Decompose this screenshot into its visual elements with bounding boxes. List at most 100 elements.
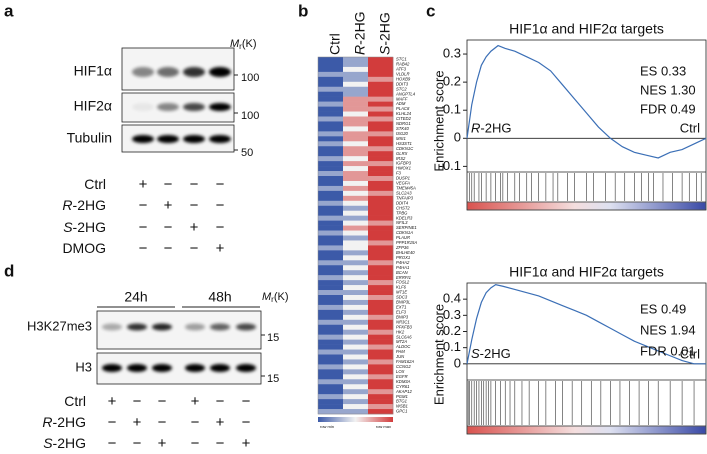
heat-cell — [318, 314, 344, 321]
heat-cell — [343, 359, 369, 365]
label-text: -2HG — [376, 12, 392, 45]
heat-cell — [343, 106, 369, 112]
gene-label: KLHL24 — [396, 111, 412, 116]
marker-label: 100 — [241, 72, 259, 84]
heat-cell — [368, 96, 394, 102]
heat-cell — [343, 314, 369, 321]
mr-m: M — [230, 38, 240, 50]
heat-cell — [343, 101, 369, 107]
heat-cell — [368, 329, 394, 335]
gene-label: ISG20 — [396, 131, 409, 136]
heat-cell — [343, 384, 369, 390]
condition-mark: + — [108, 393, 117, 410]
mr-m: M — [262, 291, 272, 303]
heat-cell — [368, 131, 394, 137]
heat-cell — [368, 265, 394, 271]
gene-label: NFIL3 — [396, 220, 408, 225]
label-text: -2HG — [73, 197, 106, 213]
heat-cell — [318, 81, 344, 88]
y-axis-label: Enrichment score — [431, 304, 446, 405]
gene-label: SLC6A6 — [396, 334, 412, 339]
heat-cell — [343, 344, 369, 350]
condition-mark: − — [190, 240, 199, 257]
heat-cell — [318, 285, 344, 291]
heat-cell — [368, 66, 394, 73]
heat-cell — [318, 235, 344, 241]
heat-cell — [318, 71, 344, 78]
heat-cell — [343, 136, 369, 142]
heat-cell — [368, 141, 394, 147]
marker-label: 50 — [241, 147, 253, 159]
heat-cell — [318, 121, 344, 127]
heat-cell — [318, 354, 344, 360]
y-tick-label: 0.1 — [443, 339, 461, 354]
blot-band — [185, 364, 205, 372]
heat-cell — [318, 394, 344, 400]
gene-label: CCNG2 — [396, 364, 411, 369]
condition-label: Ctrl — [64, 393, 86, 409]
heat-cell — [368, 354, 394, 360]
blot-label: HIF1α — [74, 63, 112, 79]
heat-cell — [368, 255, 394, 261]
heat-cell — [343, 151, 369, 157]
heat-cell — [318, 374, 344, 380]
label-italic: R — [42, 414, 52, 430]
gene-label: ADM — [395, 101, 406, 106]
heat-cell — [343, 146, 369, 152]
blot-band — [102, 364, 122, 372]
heat-cell — [318, 369, 344, 375]
gene-label: DDIT4 — [396, 200, 409, 205]
heat-cell — [368, 364, 394, 370]
heat-cell — [318, 131, 344, 137]
heat-cell — [368, 81, 394, 88]
heat-cell — [343, 265, 369, 271]
heat-cell — [368, 61, 394, 68]
heat-cell — [343, 81, 369, 88]
rank-bar — [467, 202, 706, 210]
heat-cell — [368, 295, 394, 301]
stat-label: FDR 0.01 — [640, 343, 696, 358]
y-tick-label: 0.1 — [443, 102, 461, 117]
heat-cell — [368, 290, 394, 296]
blot-frame — [96, 352, 262, 385]
condition-mark: − — [190, 176, 199, 193]
gene-label: KDM3A — [396, 379, 411, 384]
condition-mark: − — [133, 393, 142, 410]
gene-label: ANGPTL4 — [395, 91, 416, 96]
marker-label: 100 — [241, 110, 259, 122]
heat-cell — [318, 96, 344, 102]
condition-mark: + — [164, 197, 173, 214]
heat-cell — [368, 349, 394, 355]
heat-cell — [343, 57, 369, 63]
panel-letter: a — [4, 1, 14, 20]
heat-cell — [343, 364, 369, 370]
mr-label: Mr(K) — [230, 38, 257, 51]
heat-cell — [318, 399, 344, 405]
heat-cell — [318, 200, 344, 207]
heat-cell — [368, 151, 394, 157]
panel-letter: c — [426, 1, 435, 20]
heat-cell — [343, 389, 369, 395]
gene-label: MAFF — [396, 96, 408, 101]
gene-label: HK2 — [396, 329, 405, 334]
heat-cell — [318, 185, 344, 192]
heat-cell — [343, 230, 369, 236]
gene-label: CYR61 — [396, 384, 410, 389]
heat-cell — [318, 329, 344, 335]
heat-cell — [343, 379, 369, 385]
gene-label: JUN — [395, 354, 405, 359]
heat-cell — [343, 111, 369, 117]
gene-label: ELF3 — [396, 309, 407, 314]
heat-cell — [343, 220, 369, 226]
heat-cell — [368, 126, 394, 132]
heat-cell — [318, 334, 344, 340]
heat-cell — [368, 220, 394, 226]
column-label: Ctrl — [326, 33, 342, 55]
condition-mark: + — [139, 176, 148, 193]
heat-cell — [368, 394, 394, 400]
heat-cell — [343, 255, 369, 261]
label-italic: S — [63, 219, 73, 235]
heat-cell — [343, 116, 369, 122]
condition-label: S-2HG — [63, 219, 106, 235]
marker-label: 15 — [267, 373, 279, 385]
